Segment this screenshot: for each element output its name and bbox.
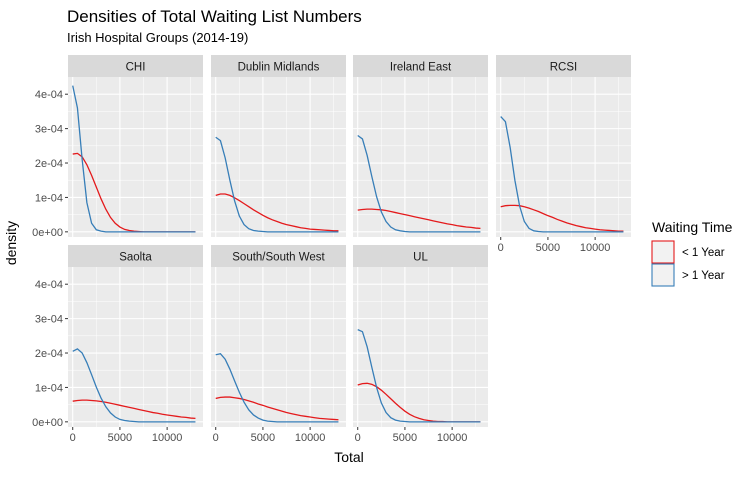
facet-strip-label: RCSI bbox=[550, 62, 577, 74]
x-tick-label: 10000 bbox=[580, 242, 611, 254]
series-line-over-1-year bbox=[357, 134, 481, 233]
panel-chi: CHI bbox=[68, 55, 203, 237]
x-tick-label: 5000 bbox=[108, 432, 132, 444]
series-line-under-1-year bbox=[72, 399, 196, 420]
facet-strip-label: Ireland East bbox=[390, 62, 452, 74]
series-line-under-1-year bbox=[215, 396, 339, 421]
legend-item-over-1-year: > 1 Year bbox=[651, 263, 725, 287]
panel-rcsi: RCSI bbox=[496, 55, 631, 237]
y-tick-label: 4e-04 bbox=[35, 89, 63, 101]
panel-background bbox=[353, 267, 488, 427]
legend-item-under-1-year: < 1 Year bbox=[651, 240, 725, 264]
panel-south-south-west: South/South West bbox=[211, 245, 346, 427]
x-tick-label: 0 bbox=[498, 242, 504, 254]
x-tick-label: 5000 bbox=[393, 432, 417, 444]
legend-items: < 1 Year > 1 Year bbox=[651, 240, 725, 287]
panel-background bbox=[68, 77, 203, 237]
facet-strip-label: Dublin Midlands bbox=[238, 62, 320, 74]
facet-panels: CHI Dublin Midlands Ireland East RCSI Saolta… bbox=[68, 55, 631, 427]
x-tick-label: 5000 bbox=[536, 242, 560, 254]
y-tick-label: 3e-04 bbox=[35, 314, 63, 326]
series-line-over-1-year bbox=[72, 85, 196, 233]
y-tick-label: 4e-04 bbox=[35, 279, 63, 291]
y-tick-label: 0e+00 bbox=[32, 417, 63, 429]
x-tick-label: 0 bbox=[70, 432, 76, 444]
chart-title: Densities of Total Waiting List Numbers bbox=[67, 7, 362, 26]
facet-strip bbox=[68, 55, 203, 77]
series-line-under-1-year bbox=[357, 208, 481, 230]
series-line-under-1-year bbox=[215, 193, 339, 232]
facet-strip bbox=[496, 55, 631, 77]
series-line-over-1-year bbox=[500, 116, 624, 233]
y-tick-label: 2e-04 bbox=[35, 348, 63, 360]
panel-background bbox=[211, 77, 346, 237]
y-tick-label: 2e-04 bbox=[35, 158, 63, 170]
panel-background bbox=[211, 267, 346, 427]
series-line-over-1-year bbox=[72, 348, 196, 423]
y-axis-label: density bbox=[3, 221, 19, 265]
x-tick-label: 0 bbox=[213, 432, 219, 444]
series-line-under-1-year bbox=[500, 204, 624, 232]
series-line-over-1-year bbox=[357, 329, 481, 423]
y-tick-label: 1e-04 bbox=[35, 192, 63, 204]
legend: Waiting Time < 1 Year > 1 Year bbox=[651, 219, 733, 287]
panel-saolta: Saolta bbox=[68, 245, 203, 427]
facet-strip-label: UL bbox=[413, 252, 428, 264]
facet-strip-label: CHI bbox=[126, 62, 146, 74]
legend-key bbox=[651, 263, 675, 287]
facet-strip-label: Saolta bbox=[119, 252, 152, 264]
x-tick-label: 5000 bbox=[251, 432, 275, 444]
panel-background bbox=[496, 77, 631, 237]
chart-subtitle: Irish Hospital Groups (2014-19) bbox=[67, 30, 248, 45]
panel-background bbox=[68, 267, 203, 427]
panel-ireland-east: Ireland East bbox=[353, 55, 488, 237]
facet-strip bbox=[211, 55, 346, 77]
panel-background bbox=[353, 77, 488, 237]
panel-dublin-midlands: Dublin Midlands bbox=[211, 55, 346, 237]
y-tick-label: 0e+00 bbox=[32, 227, 63, 239]
panel-ul: UL bbox=[353, 245, 488, 427]
legend-label: > 1 Year bbox=[682, 270, 725, 282]
legend-label: < 1 Year bbox=[682, 247, 725, 259]
series-line-over-1-year bbox=[215, 352, 339, 423]
facet-strip bbox=[68, 245, 203, 267]
x-tick-label: 0 bbox=[355, 432, 361, 444]
x-tick-label: 10000 bbox=[295, 432, 326, 444]
x-tick-label: 10000 bbox=[437, 432, 468, 444]
legend-title: Waiting Time bbox=[652, 219, 733, 235]
axes: 0e+00 1e-04 2e-04 3e-04 4e-04 0 5000 10000 0 5000… bbox=[32, 89, 610, 444]
facet-strip bbox=[353, 245, 488, 267]
legend-key bbox=[651, 240, 675, 264]
x-axis-label: Total bbox=[334, 449, 364, 465]
x-tick-label: 10000 bbox=[152, 432, 183, 444]
series-line-over-1-year bbox=[215, 136, 339, 233]
y-tick-label: 1e-04 bbox=[35, 382, 63, 394]
facet-strip-label: South/South West bbox=[232, 252, 325, 264]
y-tick-label: 3e-04 bbox=[35, 124, 63, 136]
facet-strip bbox=[353, 55, 488, 77]
facet-strip bbox=[211, 245, 346, 267]
